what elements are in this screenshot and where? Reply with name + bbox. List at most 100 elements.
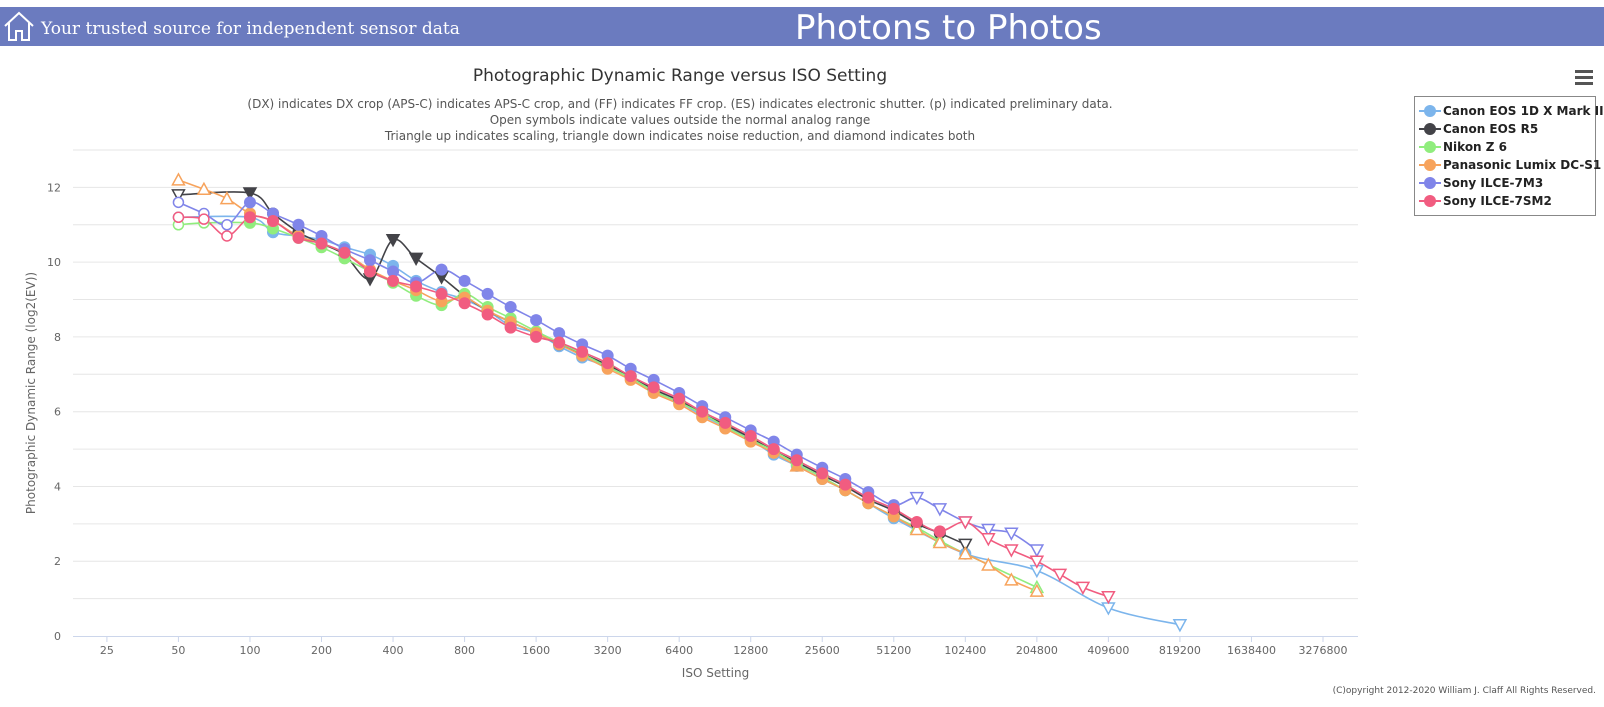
data-point bbox=[647, 385, 660, 398]
x-tick-label: 25600 bbox=[805, 644, 840, 657]
x-tick-label: 12800 bbox=[733, 644, 768, 657]
x-tick-label: 1600 bbox=[522, 644, 550, 657]
data-point bbox=[767, 435, 780, 448]
data-point bbox=[790, 454, 803, 467]
data-point bbox=[530, 327, 543, 340]
chart-legend: Canon EOS 1D X Mark III Canon EOS R5 Nik… bbox=[1414, 96, 1604, 216]
data-point bbox=[458, 293, 471, 306]
data-point bbox=[172, 211, 185, 224]
data-point bbox=[790, 448, 803, 461]
data-point bbox=[959, 547, 972, 560]
legend-item-canon-1dx3[interactable]: Canon EOS 1D X Mark III bbox=[1415, 102, 1604, 120]
data-point bbox=[504, 319, 517, 332]
data-point bbox=[862, 491, 875, 504]
data-point bbox=[719, 411, 732, 424]
data-point bbox=[1029, 564, 1045, 579]
legend-item-canon-r5[interactable]: Canon EOS R5 bbox=[1415, 120, 1595, 138]
legend-item-panasonic-s1[interactable]: Panasonic Lumix DC-S1 bbox=[1415, 156, 1601, 174]
y-axis-title: Photographic Dynamic Range (log2(EV)) bbox=[24, 272, 38, 514]
y-tick-label: 0 bbox=[54, 630, 61, 643]
data-point bbox=[981, 523, 996, 538]
x-tick-label: 6400 bbox=[665, 644, 693, 657]
data-point bbox=[221, 219, 233, 231]
data-point bbox=[410, 284, 423, 297]
data-point bbox=[909, 521, 925, 536]
data-point bbox=[816, 472, 829, 485]
data-point bbox=[933, 525, 946, 538]
data-point bbox=[1029, 583, 1045, 597]
data-point bbox=[839, 478, 852, 491]
data-point bbox=[767, 443, 780, 456]
data-point bbox=[932, 503, 948, 517]
y-tick-label: 6 bbox=[54, 406, 61, 419]
data-point bbox=[601, 358, 614, 371]
data-point bbox=[338, 248, 351, 261]
data-point bbox=[481, 308, 494, 321]
data-point bbox=[958, 546, 973, 560]
data-point bbox=[719, 422, 732, 435]
x-tick-label: 100 bbox=[239, 644, 260, 657]
data-point bbox=[862, 497, 875, 510]
home-icon[interactable] bbox=[3, 10, 35, 42]
data-point bbox=[910, 515, 923, 528]
data-point bbox=[744, 433, 757, 446]
data-point bbox=[744, 424, 757, 437]
data-point bbox=[338, 252, 351, 265]
data-point bbox=[530, 314, 543, 327]
data-point bbox=[744, 433, 757, 446]
data-point bbox=[958, 516, 973, 530]
data-point bbox=[862, 497, 875, 510]
data-point bbox=[576, 347, 589, 360]
legend-item-sony-7sm2[interactable]: Sony ILCE-7SM2 bbox=[1415, 192, 1595, 210]
y-tick-label: 10 bbox=[47, 256, 61, 269]
chart-title: Photographic Dynamic Range versus ISO Se… bbox=[472, 66, 888, 86]
data-point bbox=[553, 336, 566, 349]
data-point bbox=[719, 418, 732, 431]
data-point bbox=[696, 411, 709, 424]
data-point bbox=[909, 491, 925, 506]
series-line bbox=[178, 179, 1038, 592]
data-point bbox=[933, 527, 946, 540]
hamburger-menu-icon[interactable] bbox=[1575, 70, 1593, 86]
data-point bbox=[315, 237, 328, 250]
data-point bbox=[410, 274, 423, 287]
data-point bbox=[673, 394, 686, 407]
data-point bbox=[744, 429, 757, 442]
data-point bbox=[435, 299, 448, 312]
data-point bbox=[292, 229, 305, 242]
data-point bbox=[624, 362, 637, 375]
data-point bbox=[790, 456, 803, 469]
data-point bbox=[647, 381, 660, 394]
chart-subtitle-3: Triangle up indicates scaling, triangle … bbox=[384, 129, 976, 143]
legend-item-sony-7m3[interactable]: Sony ILCE-7M3 bbox=[1415, 174, 1595, 192]
data-point bbox=[647, 387, 660, 399]
data-point bbox=[767, 448, 780, 461]
data-point bbox=[338, 243, 351, 256]
data-point bbox=[696, 405, 709, 418]
data-point bbox=[767, 444, 780, 457]
data-point bbox=[909, 520, 925, 534]
data-point bbox=[198, 213, 210, 225]
data-point bbox=[292, 218, 305, 231]
data-point bbox=[267, 215, 280, 228]
site-brand[interactable]: Photons to Photos bbox=[795, 8, 1102, 48]
data-point bbox=[647, 385, 660, 398]
y-tick-label: 2 bbox=[54, 555, 61, 568]
data-point bbox=[198, 207, 210, 220]
legend-item-nikon-z6[interactable]: Nikon Z 6 bbox=[1415, 138, 1595, 156]
data-point bbox=[458, 289, 471, 302]
data-point bbox=[435, 287, 448, 300]
data-point bbox=[267, 207, 280, 220]
data-point bbox=[981, 533, 996, 547]
data-point bbox=[410, 280, 423, 293]
data-point bbox=[1075, 581, 1091, 595]
data-point bbox=[172, 211, 185, 224]
data-point bbox=[601, 357, 614, 370]
data-point bbox=[387, 274, 400, 287]
data-point bbox=[553, 340, 566, 353]
data-point bbox=[601, 362, 614, 375]
data-point bbox=[1004, 527, 1019, 541]
data-point bbox=[553, 338, 566, 351]
data-point bbox=[243, 216, 256, 229]
data-point bbox=[673, 396, 686, 409]
